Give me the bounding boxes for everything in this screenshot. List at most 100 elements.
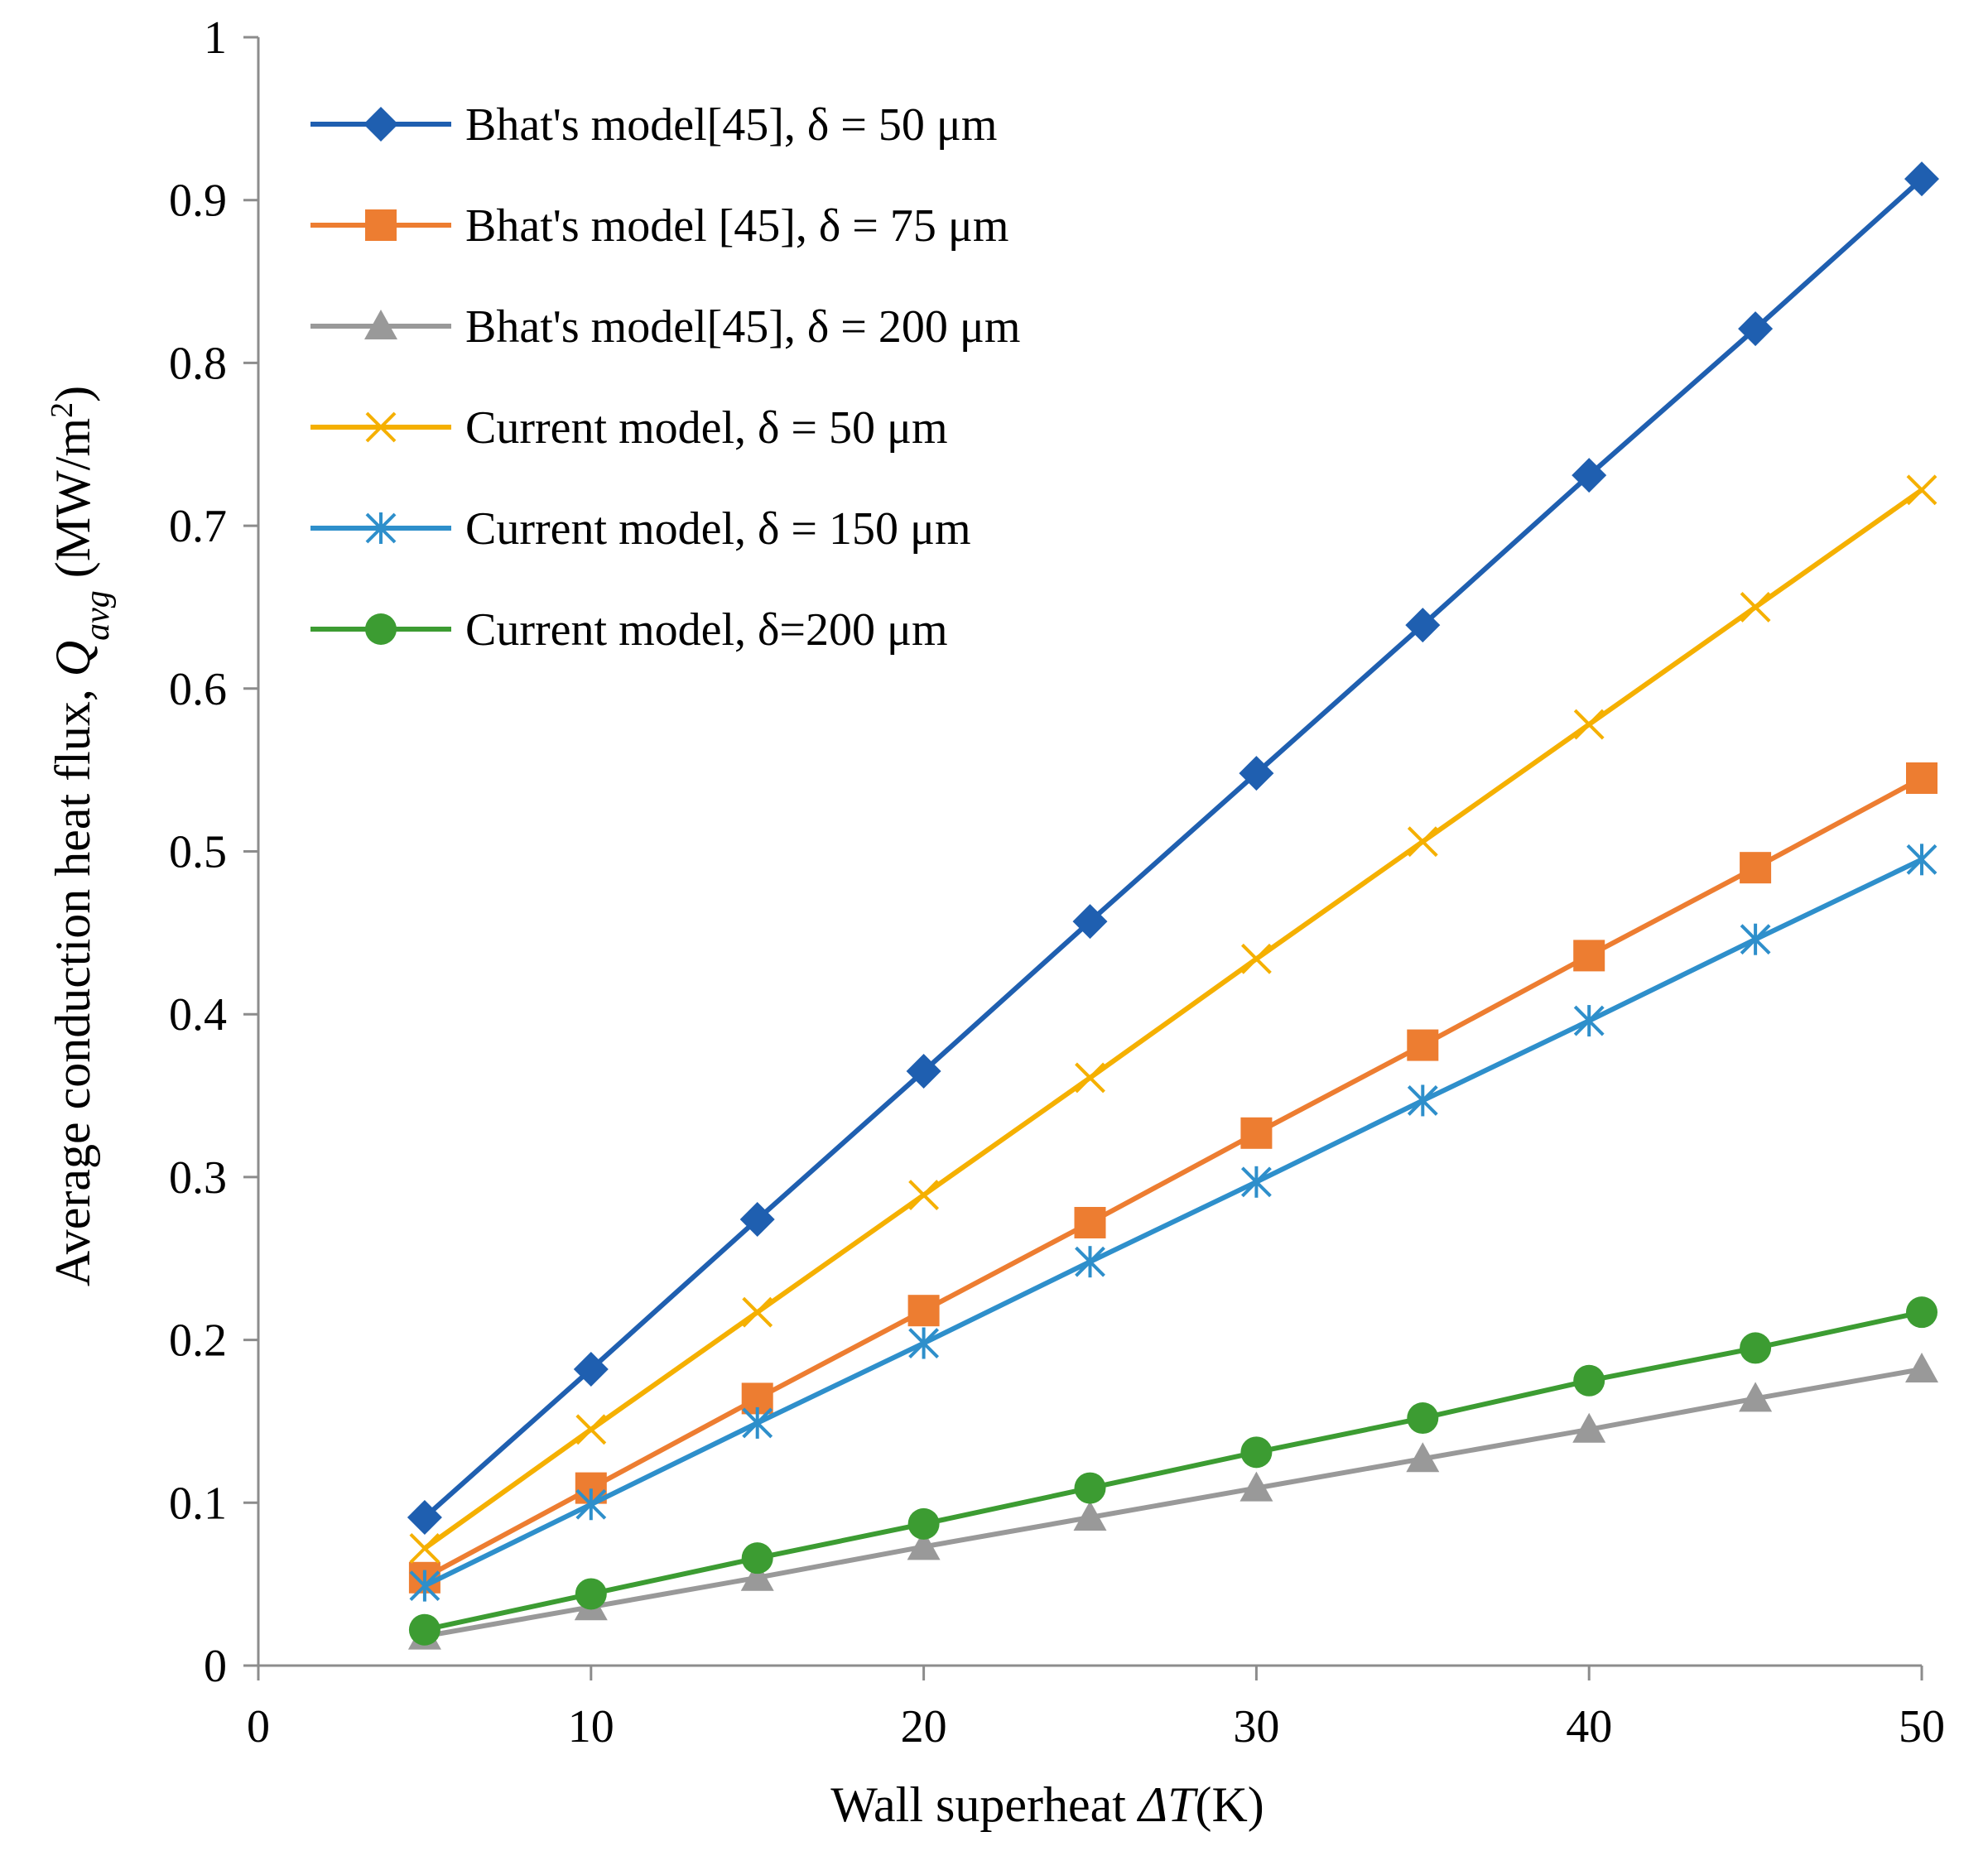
data-point: [1074, 1472, 1106, 1504]
y-tick-label: 0.3: [169, 1152, 227, 1204]
y-axis-title-unit-open: (MW/m: [46, 418, 100, 590]
x-tick-label: 50: [1899, 1701, 1945, 1752]
series-group: [407, 161, 1939, 1650]
legend-label: Bhat's model[45], δ = 200 μm: [465, 301, 1020, 353]
y-tick-label: 0.1: [169, 1478, 227, 1529]
data-point: [1906, 762, 1937, 794]
x-axis-title: Wall superheat ΔT(K): [830, 1777, 1264, 1832]
series-line: [421, 176, 1924, 1521]
x-axis-title-suffix: (K): [1196, 1777, 1264, 1832]
data-point: [1904, 161, 1939, 197]
legend-marker: [365, 209, 397, 241]
data-point: [1074, 1206, 1106, 1238]
data-point: [739, 1202, 775, 1238]
data-point: [1905, 1353, 1938, 1383]
y-axis-title-unit-close: ): [46, 386, 100, 402]
data-point: [1407, 1029, 1439, 1061]
legend-item: Current model, δ = 50 μm: [310, 402, 948, 454]
x-axis-title-prefix: Wall superheat: [830, 1777, 1138, 1832]
data-point: [575, 1578, 607, 1610]
data-point: [1906, 1296, 1937, 1329]
legend-label: Bhat's model[45], δ = 50 μm: [465, 99, 997, 151]
data-point: [907, 1530, 941, 1560]
data-point: [1738, 311, 1774, 347]
y-tick-label: 0.2: [169, 1315, 227, 1367]
legend-marker: [365, 512, 397, 544]
legend-label: Bhat's model [45], δ = 75 μm: [465, 200, 1008, 252]
y-ticks: 0 0.1 0.2 0.3 0.4 0.5 0.6 0.7 0.8 0.9 1: [169, 12, 258, 1692]
series-5: [409, 844, 1937, 1602]
y-tick-label: 0.4: [169, 989, 227, 1041]
series-line: [421, 1367, 1924, 1639]
series-4: [409, 474, 1937, 1564]
data-point: [1240, 1117, 1273, 1149]
legend-item: Bhat's model[45], δ = 200 μm: [310, 301, 1020, 353]
y-tick-label: 0.5: [169, 827, 227, 878]
y-tick-label: 1: [204, 12, 227, 64]
data-point: [1572, 458, 1607, 493]
y-axis-title-unit-sup: 2: [45, 402, 79, 418]
data-point: [1740, 852, 1772, 884]
y-axis-title-prefix: Average conduction heat flux,: [46, 676, 100, 1286]
legend-marker: [365, 613, 397, 645]
legend-label: Current model, δ=200 μm: [465, 604, 948, 656]
data-point: [742, 1296, 773, 1328]
legend-label: Current model, δ = 150 μm: [465, 503, 971, 555]
x-tick-label: 0: [247, 1701, 270, 1752]
series-1: [407, 161, 1939, 1536]
x-tick-label: 20: [901, 1701, 947, 1752]
x-ticks: 0 10 20 30 40 50: [247, 1666, 1945, 1752]
data-point: [1407, 1402, 1439, 1435]
data-point: [573, 1352, 609, 1387]
data-point: [1573, 709, 1605, 740]
y-axis-title-subscript: avg: [79, 590, 117, 641]
data-point: [1572, 1412, 1606, 1443]
series-line: [421, 1310, 1924, 1632]
data-point: [409, 1570, 440, 1602]
legend-item: Bhat's model[45], δ = 50 μm: [310, 99, 997, 151]
data-point: [1405, 608, 1441, 643]
data-point: [1739, 1382, 1773, 1412]
data-point: [1740, 923, 1771, 955]
data-point: [907, 1507, 940, 1540]
series-line: [421, 487, 1924, 1551]
data-point: [906, 1054, 941, 1089]
series-6: [408, 1296, 1937, 1646]
data-point: [1239, 1471, 1273, 1502]
series-line: [421, 775, 1924, 1580]
y-tick-label: 0.7: [169, 501, 227, 552]
data-point: [1240, 943, 1272, 974]
data-point: [1240, 1436, 1273, 1469]
series-2: [408, 762, 1937, 1594]
legend-item: Current model, δ=200 μm: [310, 604, 948, 656]
legend-item: Current model, δ = 150 μm: [310, 503, 971, 555]
y-tick-label: 0.9: [169, 175, 227, 227]
data-point: [1740, 1332, 1772, 1364]
x-tick-label: 10: [568, 1701, 614, 1752]
data-point: [1240, 1166, 1272, 1198]
legend-label: Current model, δ = 50 μm: [465, 402, 948, 454]
data-point: [741, 1542, 773, 1575]
data-point: [908, 1180, 940, 1210]
data-point: [1075, 1062, 1105, 1094]
data-point: [1072, 904, 1108, 940]
data-point: [1906, 844, 1937, 876]
legend-marker: [364, 310, 397, 339]
x-tick-label: 40: [1566, 1701, 1612, 1752]
data-point: [740, 1560, 774, 1591]
data-point: [1573, 940, 1605, 972]
data-point: [1239, 756, 1274, 791]
data-point: [1740, 592, 1771, 623]
data-point: [1406, 1442, 1440, 1473]
data-point: [409, 1532, 440, 1564]
legend-marker: [365, 411, 397, 443]
series-line: [421, 857, 1924, 1589]
y-axis-title-symbol: Q: [46, 641, 100, 676]
data-point: [1906, 474, 1937, 506]
data-point: [907, 1295, 940, 1327]
y-tick-label: 0.6: [169, 664, 227, 715]
legend-item: Bhat's model [45], δ = 75 μm: [310, 200, 1008, 252]
data-point: [1073, 1501, 1107, 1531]
